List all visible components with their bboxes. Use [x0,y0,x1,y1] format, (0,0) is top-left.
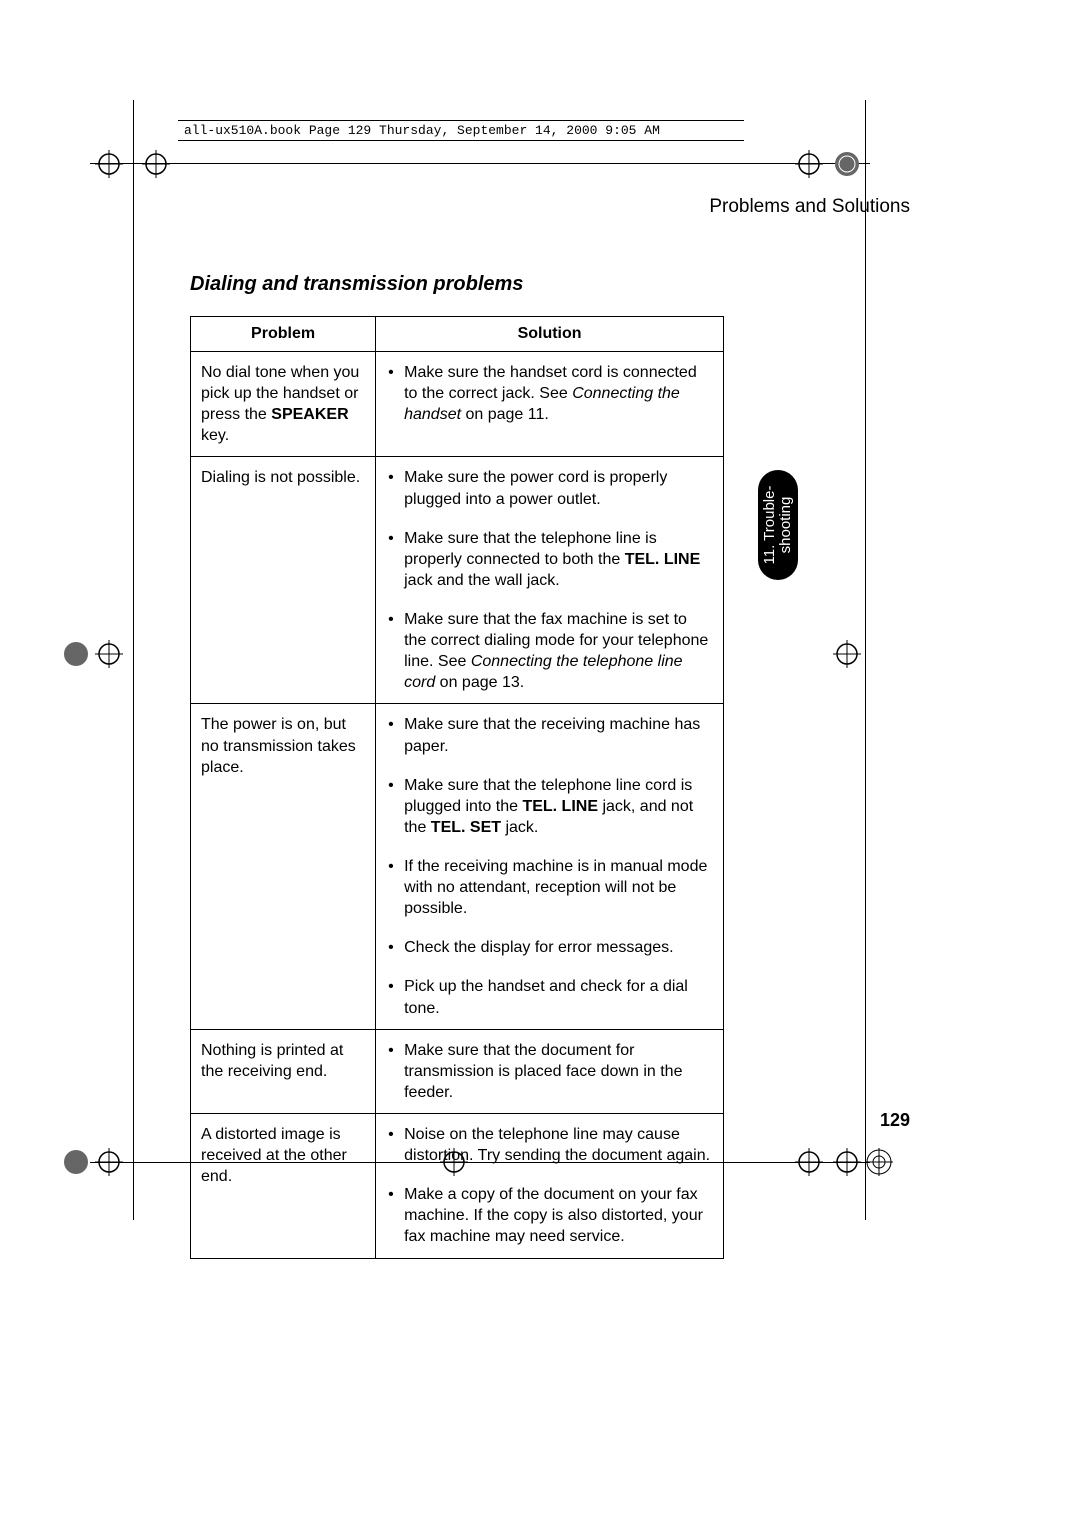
subsection-title: Dialing and transmission problems [190,273,870,296]
solution-item: Make sure the power cord is properly plu… [386,467,713,509]
problem-cell: The power is on, but no transmission tak… [191,704,376,1029]
solution-item: Make sure the handset cord is connected … [386,362,713,425]
registration-mark-icon [62,640,90,668]
solution-item: Make sure that the telephone line cord i… [386,775,713,838]
solution-item: Make sure that the fax machine is set to… [386,609,713,693]
registration-mark-icon [95,1148,123,1176]
solution-item: Check the display for error messages. [386,937,713,958]
table-row: A distorted image is received at the oth… [191,1113,724,1258]
solution-cell: Make sure that the receiving machine has… [376,704,724,1029]
solution-item: Noise on the telephone line may cause di… [386,1124,713,1166]
registration-mark-icon [62,1148,90,1176]
solution-item: If the receiving machine is in manual mo… [386,856,713,919]
problem-cell: No dial tone when you pick up the handse… [191,352,376,457]
solution-item: Make sure that the telephone line is pro… [386,528,713,591]
table-header-problem: Problem [191,317,376,352]
problem-cell: Nothing is printed at the receiving end. [191,1029,376,1113]
solution-item: Make sure that the receiving machine has… [386,714,713,756]
table-row: Dialing is not possible.Make sure the po… [191,457,724,704]
solution-cell: Make sure the handset cord is connected … [376,352,724,457]
troubleshooting-table: Problem Solution No dial tone when you p… [190,316,724,1259]
registration-mark-icon [95,150,123,178]
problem-cell: A distorted image is received at the oth… [191,1113,376,1258]
solution-item: Make a copy of the document on your fax … [386,1184,713,1247]
crop-line [133,100,134,1220]
table-header-solution: Solution [376,317,724,352]
solution-cell: Make sure the power cord is properly plu… [376,457,724,704]
solution-item: Make sure that the document for transmis… [386,1040,713,1103]
book-header-line: all-ux510A.book Page 129 Thursday, Septe… [178,120,744,141]
registration-mark-icon [95,640,123,668]
page-content: all-ux510A.book Page 129 Thursday, Septe… [190,120,870,1259]
solution-cell: Make sure that the document for transmis… [376,1029,724,1113]
problem-cell: Dialing is not possible. [191,457,376,704]
registration-mark-icon [142,150,170,178]
section-title: Problems and Solutions [190,196,910,218]
table-row: Nothing is printed at the receiving end.… [191,1029,724,1113]
page-number: 129 [880,1110,910,1131]
solution-cell: Noise on the telephone line may cause di… [376,1113,724,1258]
table-row: The power is on, but no transmission tak… [191,704,724,1029]
table-row: No dial tone when you pick up the handse… [191,352,724,457]
solution-item: Pick up the handset and check for a dial… [386,976,713,1018]
